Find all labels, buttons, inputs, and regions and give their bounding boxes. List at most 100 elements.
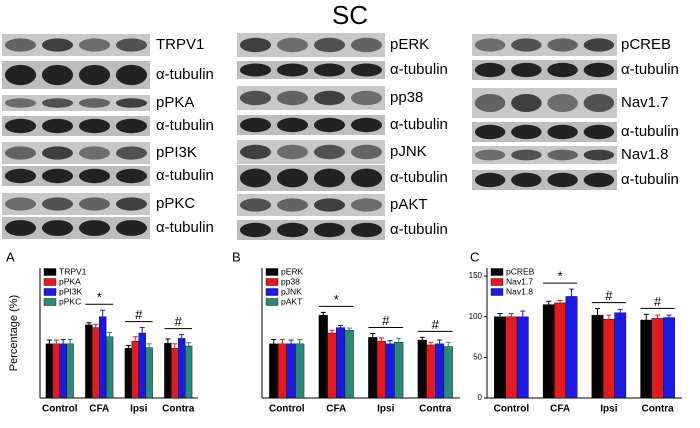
bar: [651, 318, 664, 399]
bar: [105, 336, 114, 399]
blot-band: [4, 64, 37, 86]
x-tick-label: CFA: [550, 404, 570, 415]
blot-band: [350, 144, 383, 160]
blot-label: α-tubulin: [621, 61, 679, 78]
blot-band: [4, 220, 37, 236]
bar: [277, 343, 287, 399]
blot-band: [78, 197, 111, 211]
blot-label: pPKA: [156, 94, 194, 111]
blot-band: [313, 222, 346, 238]
blot-band: [474, 172, 506, 188]
blot-band: [276, 117, 309, 133]
blot-band: [511, 62, 542, 78]
blot-band: [313, 168, 346, 188]
blot-band: [78, 220, 111, 236]
bar: [516, 316, 529, 399]
blot-label: pPI3K: [156, 144, 197, 161]
blot-band: [41, 220, 74, 236]
bar: [92, 327, 100, 399]
bar: [394, 342, 404, 399]
legend-label: pp38: [281, 276, 300, 286]
bar: [99, 316, 107, 399]
blot-band: [4, 168, 37, 184]
legend-label: pPI3K: [59, 286, 82, 296]
blot-strip: [472, 170, 617, 190]
legend-swatch: [265, 268, 279, 276]
blot-band: [583, 149, 615, 161]
panel-label: A: [6, 249, 15, 264]
legend-label: TRPV1: [59, 266, 87, 276]
blot-strip: [237, 220, 385, 240]
significance-label: #: [605, 288, 613, 303]
x-tick-label: Ipsi: [130, 404, 147, 415]
bar: [59, 343, 67, 399]
blot-band: [78, 118, 111, 134]
blot-band: [41, 38, 74, 52]
blot-band: [313, 90, 346, 106]
blot-label: α-tubulin: [390, 221, 448, 238]
bar: [85, 324, 93, 399]
blot-label: pp38: [390, 89, 423, 106]
blot-band: [78, 168, 111, 184]
blot-band: [41, 197, 74, 211]
legend-swatch: [265, 288, 279, 296]
x-tick-label: Contra: [419, 404, 452, 415]
bar: [318, 314, 328, 399]
bar: [269, 343, 279, 399]
blot-band: [511, 172, 542, 188]
blot-band: [41, 168, 74, 184]
bar: [164, 343, 172, 399]
blot-band: [239, 117, 272, 133]
blot-band: [78, 38, 111, 52]
blot-band: [239, 198, 272, 212]
blot-strip: [472, 34, 617, 56]
blot-band: [511, 94, 542, 112]
bar: [640, 319, 653, 399]
blot-band: [547, 149, 578, 161]
blot-band: [115, 118, 148, 134]
legend-swatch: [265, 298, 279, 306]
blot-band: [78, 98, 111, 108]
significance-label: #: [382, 313, 390, 328]
bar: [602, 318, 615, 399]
blot-band: [4, 98, 37, 108]
blot-band: [547, 172, 578, 188]
bar: [52, 343, 60, 399]
blot-band: [583, 62, 615, 78]
bar: [45, 343, 54, 399]
blot-band: [583, 124, 615, 140]
significance-label: #: [175, 314, 183, 329]
legend-label: pPKC: [59, 296, 81, 306]
bar: [327, 332, 337, 399]
panel-label: C: [470, 249, 479, 264]
significance-label: #: [135, 307, 143, 322]
x-tick-label: Contra: [642, 404, 675, 415]
blot-label: pCREB: [621, 36, 671, 53]
bar: [565, 296, 578, 399]
blot-band: [547, 94, 578, 112]
blot-label: pERK: [390, 36, 429, 53]
blot-strip: [237, 61, 385, 79]
y-tick-label: 150: [469, 271, 483, 280]
legend-swatch: [490, 288, 504, 296]
x-tick-label: CFA: [89, 404, 109, 415]
blot-band: [313, 117, 346, 133]
blot-band: [350, 63, 383, 77]
blot-strip: [2, 34, 150, 56]
bar: [554, 302, 567, 399]
blot-label: α-tubulin: [156, 117, 214, 134]
blot-band: [4, 197, 37, 211]
panel-label: B: [232, 249, 241, 264]
blot-band: [239, 144, 272, 160]
blot-label: Nav1.8: [621, 146, 669, 163]
blot-band: [78, 146, 111, 160]
figure-title: SC: [332, 0, 368, 30]
bar: [385, 343, 395, 399]
blot-band: [4, 146, 37, 160]
bar: [376, 340, 386, 399]
blot-band: [41, 118, 74, 134]
blot-band: [313, 144, 346, 160]
blot-strip: [472, 146, 617, 164]
blot-label: α-tubulin: [390, 61, 448, 78]
